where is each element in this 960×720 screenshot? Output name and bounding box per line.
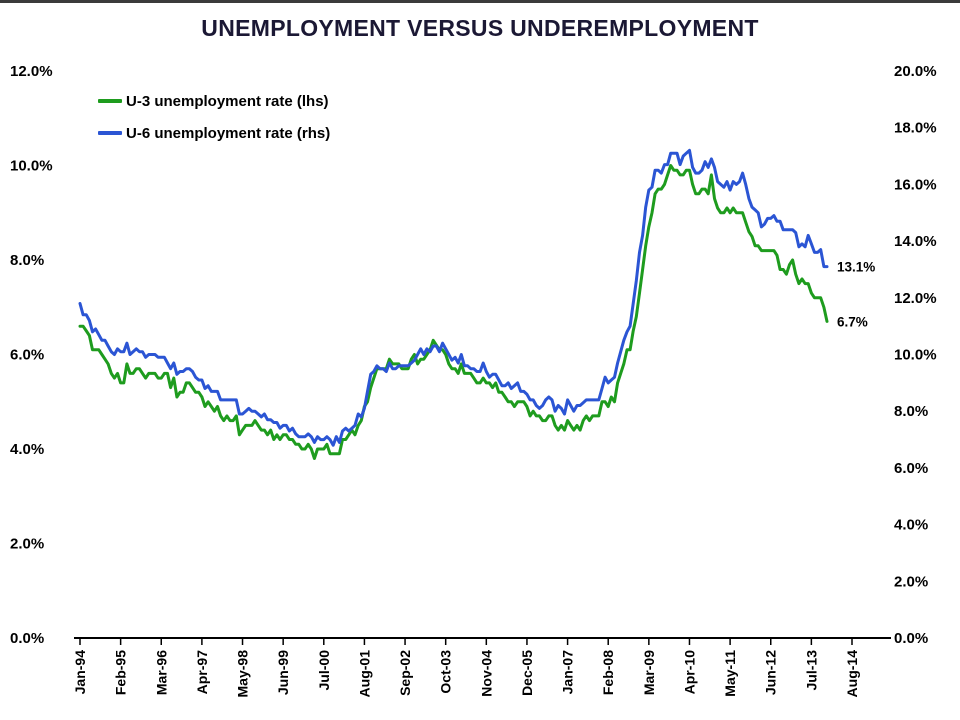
right-axis-label: 12.0% [894, 290, 937, 307]
right-axis-label: 14.0% [894, 233, 937, 250]
series-end-value-label: 13.1% [837, 260, 875, 275]
right-axis-label: 2.0% [894, 573, 928, 590]
series-end-value-label: 6.7% [837, 314, 868, 329]
left-axis-label: 2.0% [10, 536, 44, 553]
x-axis-label: Nov-04 [478, 650, 494, 697]
x-axis-label: Aug-14 [844, 650, 860, 698]
left-axis-label: 10.0% [10, 158, 53, 175]
right-axis-label: 8.0% [894, 403, 928, 420]
chart-title: UNEMPLOYMENT VERSUS UNDEREMPLOYMENT [201, 15, 759, 41]
left-axis-label: 6.0% [10, 347, 44, 364]
legend-label-u3: U-3 unemployment rate (lhs) [126, 92, 329, 110]
right-axis-label: 16.0% [894, 176, 937, 193]
x-axis-label: Apr-97 [194, 650, 210, 695]
x-axis-label: May-11 [722, 650, 738, 697]
legend-item-u6: U-6 unemployment rate (rhs) [98, 117, 330, 149]
x-axis-label: Jul-00 [316, 650, 332, 691]
legend: U-3 unemployment rate (lhs) U-6 unemploy… [98, 85, 330, 149]
x-axis-label: Feb-08 [600, 650, 616, 695]
right-axis-label: 20.0% [894, 63, 937, 80]
left-axis-label: 4.0% [10, 441, 44, 458]
x-axis-label: Jul-13 [803, 650, 819, 691]
u6-series-line [78, 148, 829, 447]
x-axis-label: Jun-99 [275, 650, 291, 695]
x-axis-label: May-98 [235, 650, 251, 698]
x-axis-label: Jan-94 [72, 650, 88, 695]
x-axis-label: Dec-05 [519, 650, 535, 696]
legend-item-u3: U-3 unemployment rate (lhs) [98, 85, 330, 117]
x-axis-label: Jun-12 [763, 650, 779, 695]
u6-line-swatch [98, 130, 122, 136]
x-axis-label: Mar-96 [153, 650, 169, 695]
x-axis-label: Feb-95 [113, 650, 129, 695]
right-axis-label: 4.0% [894, 517, 928, 534]
right-axis-label: 0.0% [894, 630, 928, 647]
right-axis-label: 6.0% [894, 460, 928, 477]
chart-canvas: Jan-94 Feb-95 Mar-96 Apr-97 May-98 Jun-99 Jul-… [10, 63, 937, 698]
left-axis-label: 0.0% [10, 630, 44, 647]
x-axis-label: Sep-02 [397, 650, 413, 696]
x-axis-label: Jan-07 [560, 650, 576, 695]
left-axis-label: 12.0% [10, 63, 53, 80]
u3-line-swatch [98, 98, 122, 104]
right-axis-label: 18.0% [894, 120, 937, 137]
left-axis-label: 8.0% [10, 252, 44, 269]
u3-series-line [78, 164, 829, 460]
x-axis-label: Aug-01 [356, 650, 372, 698]
x-axis-label: Apr-10 [681, 650, 697, 695]
x-axis-label: Mar-09 [641, 650, 657, 695]
legend-label-u6: U-6 unemployment rate (rhs) [126, 124, 331, 142]
right-axis-label: 10.0% [894, 347, 937, 364]
x-axis-label: Oct-03 [438, 650, 454, 694]
